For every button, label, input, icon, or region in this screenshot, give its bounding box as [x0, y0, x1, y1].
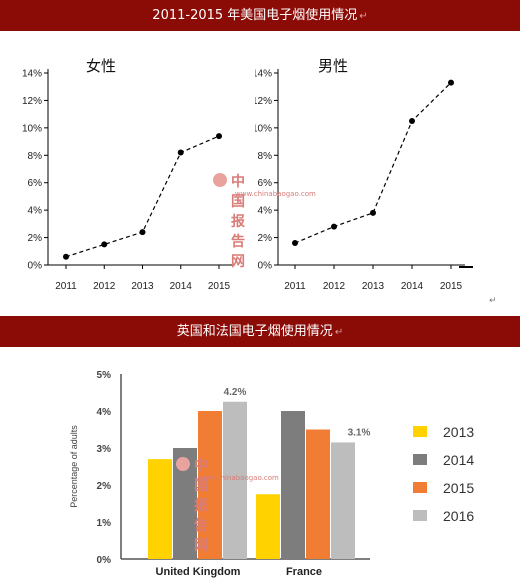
bar: [281, 411, 305, 559]
legend-swatch: [413, 454, 427, 465]
y-tick-label: 2%: [97, 481, 112, 492]
data-point: [177, 149, 184, 156]
y-tick-label: 6%: [28, 178, 43, 189]
y-tick-label: 1%: [97, 518, 112, 529]
data-point: [292, 240, 298, 247]
data-point: [448, 79, 454, 86]
y-tick-label: 12%: [255, 96, 272, 107]
watermark-url: www.chinabaogao.com: [235, 190, 316, 198]
data-label: 3.1%: [348, 427, 371, 438]
top-banner-title: 2011-2015 年美国电子烟使用情况: [152, 8, 358, 23]
y-tick-label: 2%: [258, 233, 273, 244]
bar-chart-panel: 0% 1% 2% 3% 4% 5% Percentage of adults 4.2% 3.1%…: [0, 347, 520, 582]
y-tick-label: 14%: [22, 69, 42, 80]
x-category-label: France: [286, 566, 322, 578]
middle-banner-title: 英国和法国电子烟使用情况: [176, 324, 333, 339]
top-banner: 2011-2015 年美国电子烟使用情况 ↵: [0, 0, 520, 31]
data-point: [139, 229, 146, 236]
male-line-chart: 0% 2% 4% 6% 8% 10% 12% 14% 2011 2012 2013 2014 2015 男…: [252, 58, 473, 292]
legend-label: 2014: [443, 452, 474, 468]
y-tick-label: 8%: [258, 151, 273, 162]
y-tick-label: 12%: [22, 96, 42, 107]
y-tick-label: 4%: [28, 206, 43, 217]
female-chart-panel: 0% 2% 4% 6% 8% 10% 12% 14% 2011 2012 2013 2014 2015 女…: [0, 31, 255, 316]
legend-label: 2016: [443, 508, 474, 524]
x-tick-label: 2011: [55, 281, 77, 292]
legend-swatch: [413, 510, 427, 521]
watermark-logo-icon: [213, 173, 227, 187]
data-point: [216, 133, 222, 140]
x-tick-label: 2015: [208, 281, 231, 292]
y-tick-label: 3%: [97, 444, 112, 455]
y-tick-label: 10%: [255, 123, 272, 134]
bar: [223, 401, 247, 559]
bar: [331, 442, 355, 559]
x-tick-label: 2014: [401, 281, 424, 292]
watermark-logo-icon: [176, 457, 190, 471]
data-point: [331, 223, 337, 230]
y-tick-label: 8%: [28, 151, 43, 162]
middle-banner: 英国和法国电子烟使用情况 ↵: [0, 316, 520, 347]
female-line-chart: 0% 2% 4% 6% 8% 10% 12% 14% 2011 2012 2013 2014 2015 女…: [22, 57, 235, 292]
male-chart-panel: 0% 2% 4% 6% 8% 10% 12% 14% 2011 2012 2013 2014 2015 男…: [252, 31, 520, 316]
x-tick-label: 2012: [323, 281, 346, 292]
watermark-text: 中国报告网: [231, 174, 246, 270]
x-category-label: United Kingdom: [156, 566, 241, 578]
y-tick-label: 2%: [28, 233, 43, 244]
data-point: [63, 253, 69, 260]
legend-swatch: [413, 482, 427, 493]
y-tick-label: 4%: [97, 407, 112, 418]
y-tick-label: 0%: [258, 261, 273, 272]
y-tick-label: 6%: [258, 178, 273, 189]
bar: [306, 429, 330, 559]
x-tick-label: 2015: [440, 281, 463, 292]
watermark-url: www.chinabaogao.com: [198, 474, 279, 482]
x-tick-label: 2012: [93, 281, 116, 292]
y-tick-label: 5%: [97, 370, 112, 381]
y-tick-label: 14%: [255, 69, 272, 80]
x-tick-label: 2014: [170, 281, 193, 292]
paragraph-mark-icon: ↵: [359, 11, 368, 22]
uk-france-bar-chart: 0% 1% 2% 3% 4% 5% Percentage of adults 4.2% 3.1%…: [69, 370, 474, 578]
bar: [198, 411, 222, 559]
y-axis-label: Percentage of adults: [69, 425, 79, 508]
paragraph-mark: ↵: [489, 296, 497, 306]
x-tick-label: 2013: [362, 281, 385, 292]
data-point: [409, 118, 415, 124]
bar: [256, 494, 280, 559]
watermark-text: 中国报告网: [194, 458, 209, 554]
x-tick-label: 2011: [284, 281, 306, 292]
y-tick-label: 4%: [258, 206, 273, 217]
x-tick-label: 2013: [131, 281, 154, 292]
series-line: [294, 82, 452, 244]
data-label: 4.2%: [224, 387, 247, 398]
bar: [148, 459, 172, 559]
series-line: [65, 135, 220, 258]
legend-swatch: [413, 426, 427, 437]
paragraph-mark-icon: ↵: [334, 327, 344, 338]
data-point: [101, 241, 108, 248]
chart-title: 女性: [86, 57, 116, 75]
y-tick-label: 0%: [28, 261, 43, 272]
chart-title: 男性: [318, 58, 348, 75]
legend-label: 2013: [443, 424, 474, 440]
legend-label: 2015: [443, 480, 474, 496]
y-tick-label: 0%: [97, 555, 112, 566]
y-tick-label: 10%: [22, 123, 42, 134]
data-point: [370, 209, 376, 216]
